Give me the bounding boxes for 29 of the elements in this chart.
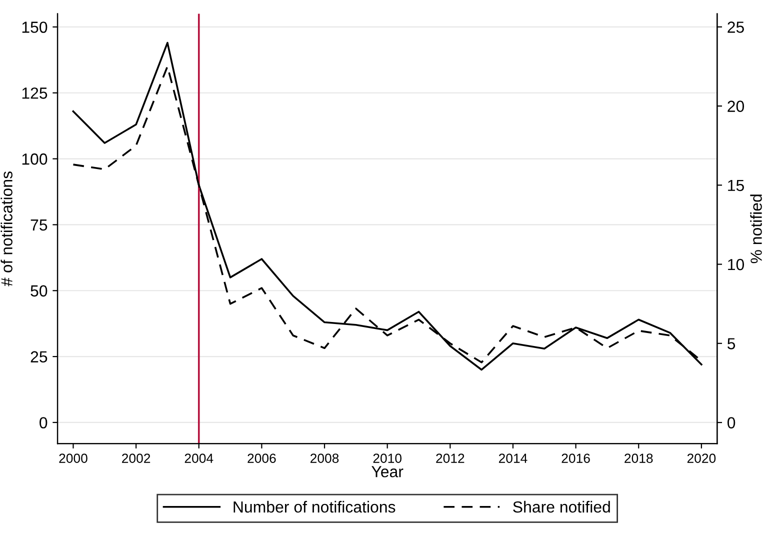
y-tick-label: 50 [30,285,48,297]
x-tick-label: 2016 [562,454,590,463]
y-tick-label: 125 [22,88,48,99]
y2-tick-label: 15 [728,180,744,192]
x-tick-label: 2012 [436,454,464,463]
x-tick-label: 2014 [498,454,528,463]
y2-tick-label: 5 [728,338,736,350]
y2-tick-label: 25 [728,22,744,33]
y-axis-title: # of notifications [0,172,12,286]
x-tick-label: 2000 [59,454,88,463]
x-tick-label: 2018 [624,454,653,463]
x-tick-label: 2008 [310,454,339,463]
x-tick-label: 2006 [248,454,276,463]
y2-tick-label: 20 [728,100,744,112]
y-tick-label: 100 [22,153,48,165]
y2-axis-title: % notified [750,194,762,264]
x-tick-label: 2020 [687,454,716,463]
y-tick-label: 75 [30,220,48,231]
y-tick-label: 150 [22,22,48,33]
x-tick-label: 2004 [184,454,214,463]
y-tick-label: 25 [30,351,48,362]
x-tick-label: 2002 [122,454,150,463]
legend-label: Share notified [513,500,610,513]
y2-tick-label: 0 [727,417,736,428]
y-tick-label: 0 [40,417,48,428]
x-axis-title: Year [372,466,404,478]
legend-label: Number of notifications [234,500,396,513]
x-tick-label: 2010 [373,454,402,463]
y2-tick-label: 10 [728,258,744,270]
